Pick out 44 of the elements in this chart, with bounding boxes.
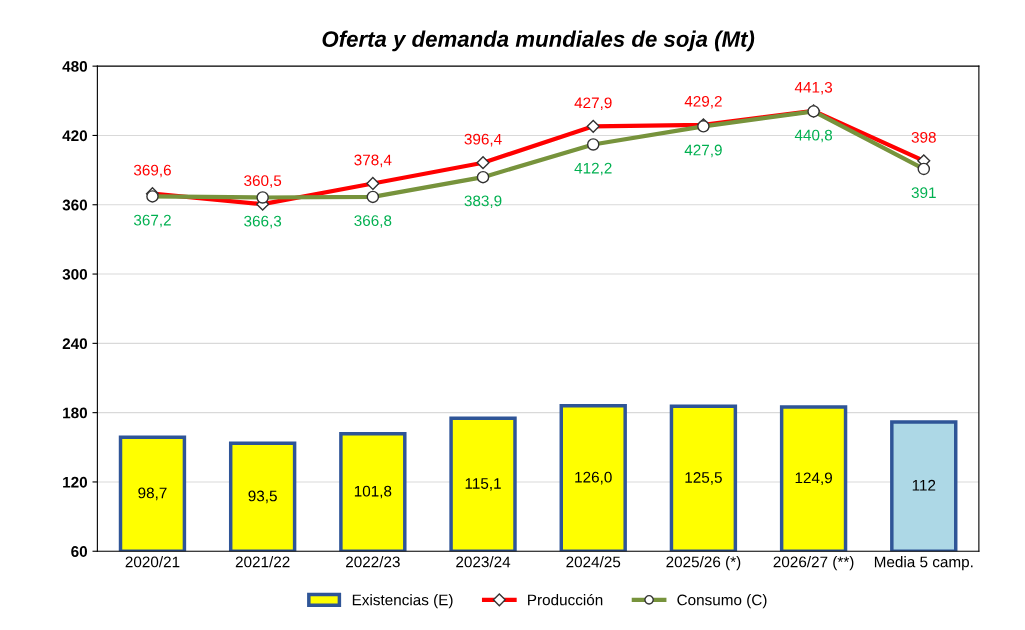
x-tick-label: 2026/27 (**)	[773, 556, 854, 571]
y-tick-label: 300	[62, 268, 88, 280]
data-label: 383,9	[464, 195, 502, 209]
data-label: 367,2	[133, 214, 171, 228]
y-tick-label: 420	[62, 130, 88, 142]
data-label: 412,2	[574, 162, 612, 176]
data-label: 391	[911, 187, 936, 199]
y-tick-label: 360	[62, 199, 88, 211]
data-label: 429,2	[684, 95, 722, 109]
x-tick-label: 2022/23	[346, 556, 400, 568]
y-tick-label: 180	[63, 407, 88, 419]
data-label: 427,9	[684, 144, 722, 158]
legend-label: Producción	[528, 593, 603, 606]
y-tick-label: 480	[62, 61, 88, 72]
x-tick-label: 2024/25	[566, 556, 621, 568]
data-label: 101,8	[354, 485, 392, 499]
data-label: 441,3	[794, 81, 833, 95]
data-label: 93,5	[248, 490, 277, 504]
data-label: 126,0	[575, 471, 612, 485]
data-label: 427,9	[574, 97, 612, 111]
x-tick-label: 2023/24	[456, 556, 511, 568]
x-tick-label: Media 5 camp.	[874, 556, 973, 571]
data-label: 115,1	[465, 478, 501, 491]
data-label: 366,3	[244, 215, 282, 229]
data-label: 378,4	[354, 154, 392, 168]
data-label: 125,5	[685, 472, 722, 485]
x-tick-label: 2025/26 (*)	[666, 556, 741, 571]
data-label: 98,7	[138, 487, 167, 501]
data-label: 124,9	[795, 472, 832, 486]
data-label: 366,8	[354, 215, 392, 228]
data-label: 112	[912, 479, 936, 491]
y-tick-label: 240	[62, 338, 88, 350]
y-tick-label: 60	[71, 546, 88, 557]
legend-label: Existencias (E)	[352, 594, 453, 609]
data-label: 369,6	[133, 164, 171, 178]
data-label: 360,5	[244, 175, 282, 188]
data-label: 440,8	[794, 129, 833, 143]
data-label: 396,4	[464, 133, 502, 147]
x-tick-label: 2020/21	[125, 556, 180, 568]
chart-title: Oferta y demanda mundiales de soja (Mt)	[322, 30, 755, 52]
legend-label: Consumo (C)	[677, 594, 767, 609]
data-label: 398	[911, 131, 936, 143]
y-tick-label: 120	[63, 476, 88, 488]
x-tick-label: 2021/22	[235, 556, 290, 568]
